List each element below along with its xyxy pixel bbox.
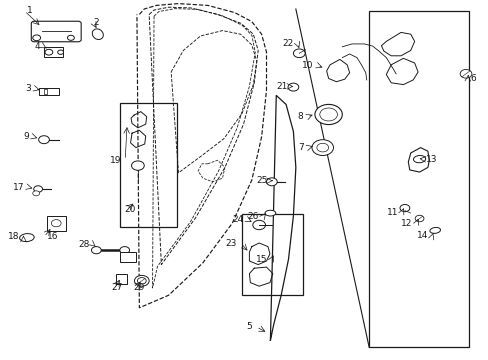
Text: 28: 28 xyxy=(78,240,89,249)
Text: 18: 18 xyxy=(8,233,20,241)
Bar xyxy=(39,88,59,95)
Text: 7: 7 xyxy=(298,143,304,152)
Text: 19: 19 xyxy=(109,156,121,165)
Text: 21: 21 xyxy=(276,82,287,91)
Bar xyxy=(120,103,176,227)
Bar xyxy=(116,274,126,284)
Circle shape xyxy=(34,186,42,192)
Text: 13: 13 xyxy=(426,154,437,163)
Bar xyxy=(368,11,468,347)
Circle shape xyxy=(39,136,49,144)
Text: 10: 10 xyxy=(301,61,313,70)
Circle shape xyxy=(134,275,149,286)
Circle shape xyxy=(120,247,129,254)
Circle shape xyxy=(252,220,265,230)
Text: 27: 27 xyxy=(111,284,123,292)
Text: 2: 2 xyxy=(93,18,99,27)
Circle shape xyxy=(33,35,41,41)
Ellipse shape xyxy=(92,29,103,40)
Text: 15: 15 xyxy=(255,256,267,264)
Circle shape xyxy=(319,108,337,121)
Circle shape xyxy=(91,247,101,254)
Polygon shape xyxy=(326,59,349,82)
Circle shape xyxy=(51,220,61,227)
Bar xyxy=(242,214,303,295)
Circle shape xyxy=(311,140,333,156)
Bar xyxy=(47,216,65,231)
Text: 6: 6 xyxy=(469,74,475,83)
Ellipse shape xyxy=(413,156,425,163)
Bar xyxy=(120,252,136,262)
Text: 16: 16 xyxy=(46,233,58,241)
Text: 5: 5 xyxy=(246,323,252,331)
Ellipse shape xyxy=(20,234,34,242)
Circle shape xyxy=(131,161,144,170)
Bar xyxy=(44,47,63,57)
Circle shape xyxy=(266,178,277,186)
Circle shape xyxy=(137,278,146,284)
Circle shape xyxy=(316,143,328,152)
Ellipse shape xyxy=(429,228,440,233)
Text: 22: 22 xyxy=(282,39,293,48)
Text: 23: 23 xyxy=(225,238,236,248)
Text: 4: 4 xyxy=(34,42,40,51)
Circle shape xyxy=(459,69,471,78)
Text: 29: 29 xyxy=(133,284,145,292)
Polygon shape xyxy=(381,32,414,56)
Text: 9: 9 xyxy=(23,132,29,141)
Polygon shape xyxy=(386,58,417,85)
Circle shape xyxy=(314,104,342,125)
Circle shape xyxy=(399,204,409,212)
Text: 1: 1 xyxy=(27,6,33,15)
Ellipse shape xyxy=(264,210,275,216)
FancyBboxPatch shape xyxy=(31,21,81,42)
Text: 8: 8 xyxy=(297,112,303,121)
Text: 17: 17 xyxy=(13,183,24,192)
Text: 14: 14 xyxy=(416,231,427,240)
Text: 12: 12 xyxy=(401,219,412,228)
Circle shape xyxy=(45,49,53,55)
Circle shape xyxy=(414,215,423,222)
Polygon shape xyxy=(407,148,428,172)
Circle shape xyxy=(293,49,305,58)
Bar xyxy=(44,89,47,94)
Circle shape xyxy=(33,191,40,196)
Text: 3: 3 xyxy=(25,84,31,93)
Text: 26: 26 xyxy=(247,212,259,221)
Circle shape xyxy=(287,83,298,91)
Circle shape xyxy=(67,35,74,40)
Text: 11: 11 xyxy=(386,208,397,217)
Circle shape xyxy=(58,50,63,54)
Text: 25: 25 xyxy=(256,176,267,185)
Text: 20: 20 xyxy=(123,205,135,214)
Text: 24: 24 xyxy=(232,215,243,224)
